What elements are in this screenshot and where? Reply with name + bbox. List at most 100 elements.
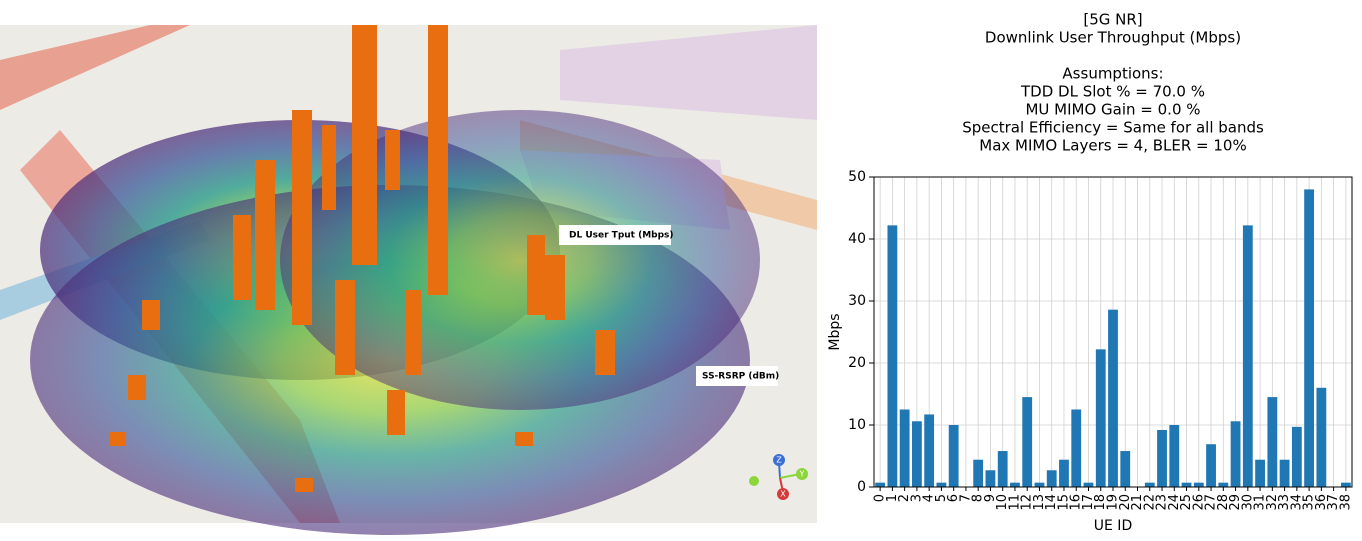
y-axis-label: Mbps <box>827 313 843 350</box>
y-tick-label: 40 <box>848 231 866 247</box>
bar <box>1010 482 1020 487</box>
x-tick-label: 20 <box>1118 494 1133 511</box>
x-tick-label: 12 <box>1020 494 1035 511</box>
prism <box>385 130 400 190</box>
x-tick-label: 1 <box>885 494 900 502</box>
y-tick-label: 20 <box>848 355 866 371</box>
bar <box>1316 387 1327 487</box>
gizmo-label: Z <box>776 456 782 465</box>
x-tick-label: 32 <box>1265 494 1280 511</box>
x-tick-label: 26 <box>1191 494 1206 511</box>
x-tick-label: 19 <box>1106 494 1121 511</box>
bar <box>997 451 1008 487</box>
x-tick-label: 17 <box>1081 494 1096 511</box>
y-tick-label: 50 <box>848 169 866 185</box>
bar <box>1304 189 1315 487</box>
bar <box>1022 397 1033 487</box>
y-tick-label: 30 <box>848 293 866 309</box>
road <box>0 25 190 110</box>
prism <box>387 390 405 435</box>
x-tick-label: 15 <box>1056 494 1071 511</box>
bar <box>1340 482 1351 487</box>
x-tick-label: 38 <box>1338 494 1353 511</box>
bar <box>924 414 935 487</box>
chart-subtitle: Max MIMO Layers = 4, BLER = 10% <box>979 137 1246 155</box>
bar <box>1120 451 1131 487</box>
x-tick-label: 31 <box>1253 494 1268 511</box>
bar <box>948 425 959 487</box>
x-tick-label: 3 <box>909 494 924 502</box>
chart-subtitle: TDD DL Slot % = 70.0 % <box>1020 83 1205 101</box>
bar <box>973 459 984 487</box>
x-tick-label: 27 <box>1204 494 1219 511</box>
bar <box>887 225 898 488</box>
x-tick-label: 25 <box>1179 494 1194 511</box>
x-tick-label: 16 <box>1069 494 1084 511</box>
x-tick-label: 18 <box>1093 494 1108 511</box>
bar <box>1267 397 1278 487</box>
x-tick-label: 22 <box>1142 494 1157 511</box>
bar <box>1218 482 1229 487</box>
x-tick-label: 6 <box>946 494 961 502</box>
bar <box>1291 426 1302 487</box>
bar <box>1144 482 1155 487</box>
gizmo-label: Y <box>799 470 805 479</box>
x-tick-label: 37 <box>1326 494 1341 511</box>
bar <box>1181 482 1192 487</box>
x-tick-label: 24 <box>1167 494 1182 511</box>
x-tick-label: 11 <box>1007 494 1022 511</box>
chart-subtitle: MU MIMO Gain = 0.0 % <box>1025 101 1200 119</box>
x-tick-label: 34 <box>1289 494 1304 511</box>
prism <box>128 375 146 400</box>
prism <box>255 160 275 310</box>
map-label: DL User Tput (Mbps) <box>569 231 674 241</box>
x-tick-label: 4 <box>922 494 937 502</box>
map-view: DL User Tput (Mbps) SS-RSRP (dBm) Z Y X <box>0 25 817 535</box>
map-block <box>560 25 817 120</box>
chart-title: Downlink User Throughput (Mbps) <box>985 29 1241 47</box>
x-tick-label: 10 <box>995 494 1010 511</box>
prism <box>515 432 533 446</box>
bar <box>1034 482 1045 487</box>
chart-subtitle: Assumptions: <box>1062 65 1163 83</box>
x-tick-label: 23 <box>1155 494 1170 511</box>
gizmo-dot <box>773 454 785 466</box>
bar <box>911 421 922 487</box>
plot-frame <box>873 176 1353 488</box>
bar <box>1206 444 1216 487</box>
bar <box>1083 482 1094 487</box>
axis-gizmo: Z Y X <box>749 454 808 500</box>
bar <box>936 482 947 487</box>
prism <box>292 110 312 325</box>
prism <box>545 255 565 320</box>
prism <box>142 300 160 330</box>
chart-subtitle: Spectral Efficiency = Same for all bands <box>962 119 1264 137</box>
x-axis-label: UE ID <box>1094 518 1132 534</box>
bar <box>875 482 886 487</box>
prism <box>110 432 126 446</box>
bar <box>1046 470 1057 487</box>
map-label: SS-RSRP (dBm) <box>702 372 779 382</box>
prism <box>233 215 251 300</box>
bar <box>1279 459 1290 487</box>
x-tick-label: 21 <box>1130 494 1145 511</box>
prism <box>428 25 448 295</box>
bar <box>1108 309 1118 487</box>
prism <box>352 25 377 265</box>
x-tick-label: 7 <box>958 494 973 502</box>
tput-prisms <box>110 25 615 492</box>
x-tick-label: 29 <box>1228 494 1243 511</box>
bar-chart: [5G NR]Downlink User Throughput (Mbps) As… <box>827 11 1353 535</box>
prism <box>322 125 336 210</box>
prism <box>527 235 545 315</box>
bar <box>1242 225 1253 488</box>
bar <box>1230 421 1241 487</box>
prism <box>405 290 421 375</box>
bar <box>1255 459 1265 487</box>
y-tick-label: 0 <box>857 479 866 495</box>
x-tick-label: 0 <box>873 494 888 502</box>
gizmo-dot <box>777 488 789 500</box>
x-tick-label: 13 <box>1032 494 1047 511</box>
bar <box>1157 429 1167 487</box>
x-tick-label: 30 <box>1240 494 1255 511</box>
